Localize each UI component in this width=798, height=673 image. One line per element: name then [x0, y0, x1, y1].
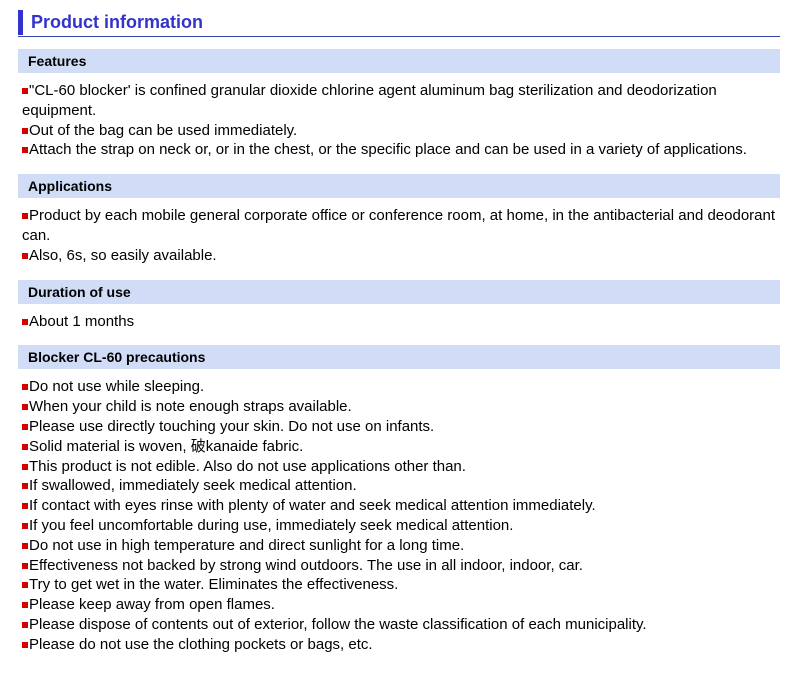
list-item: About 1 months	[22, 312, 776, 332]
bullet-icon	[22, 563, 28, 569]
bullet-icon	[22, 622, 28, 628]
list-item: Effectiveness not backed by strong wind …	[22, 556, 776, 576]
bullet-icon	[22, 444, 28, 450]
list-item-text: Effectiveness not backed by strong wind …	[29, 557, 583, 574]
bullet-icon	[22, 253, 28, 259]
page-title: Product information	[18, 10, 780, 35]
list-item: Also, 6s, so easily available.	[22, 246, 776, 266]
bullet-icon	[22, 503, 28, 509]
bullet-icon	[22, 602, 28, 608]
bullet-icon	[22, 404, 28, 410]
list-item-text: Please dispose of contents out of exteri…	[29, 616, 647, 633]
list-item-text: Also, 6s, so easily available.	[29, 247, 217, 264]
list-item: Try to get wet in the water. Eliminates …	[22, 575, 776, 595]
bullet-icon	[22, 523, 28, 529]
list-item: Out of the bag can be used immediately.	[22, 121, 776, 141]
list-item-text: If you feel uncomfortable during use, im…	[29, 517, 513, 534]
list-item: If contact with eyes rinse with plenty o…	[22, 496, 776, 516]
list-item: Do not use while sleeping.	[22, 377, 776, 397]
list-item-text: About 1 months	[29, 313, 134, 330]
list-item: Do not use in high temperature and direc…	[22, 536, 776, 556]
sections-container: Features "CL-60 blocker' is confined gran…	[18, 49, 780, 663]
list-item-text: If swallowed, immediately seek medical a…	[29, 477, 357, 494]
list-item-text: Please use directly touching your skin. …	[29, 418, 434, 435]
list-item: Solid material is woven, 破kanaide fabric…	[22, 437, 776, 457]
bullet-icon	[22, 642, 28, 648]
section-content: About 1 months	[18, 312, 780, 340]
list-item: Please do not use the clothing pockets o…	[22, 635, 776, 655]
list-item: If swallowed, immediately seek medical a…	[22, 476, 776, 496]
list-item-text: If contact with eyes rinse with plenty o…	[29, 497, 596, 514]
list-item-text: Product by each mobile general corporate…	[22, 207, 775, 244]
list-item-text: Please do not use the clothing pockets o…	[29, 636, 373, 653]
list-item-text: When your child is note enough straps av…	[29, 398, 352, 415]
list-item-text: "CL-60 blocker' is confined granular dio…	[22, 82, 717, 119]
section-header: Duration of use	[18, 280, 780, 304]
list-item: This product is not edible. Also do not …	[22, 457, 776, 477]
bullet-icon	[22, 543, 28, 549]
list-item-text: This product is not edible. Also do not …	[29, 458, 466, 475]
section-content: Do not use while sleeping. When your chil…	[18, 377, 780, 662]
bullet-icon	[22, 384, 28, 390]
list-item: Please keep away from open flames.	[22, 595, 776, 615]
list-item-text: Solid material is woven, 破kanaide fabric…	[29, 438, 303, 455]
list-item: Please use directly touching your skin. …	[22, 417, 776, 437]
section-header: Blocker CL-60 precautions	[18, 345, 780, 369]
list-item: When your child is note enough straps av…	[22, 397, 776, 417]
list-item: If you feel uncomfortable during use, im…	[22, 516, 776, 536]
section-content: "CL-60 blocker' is confined granular dio…	[18, 81, 780, 168]
section-header: Features	[18, 49, 780, 73]
bullet-icon	[22, 464, 28, 470]
bullet-icon	[22, 483, 28, 489]
bullet-icon	[22, 147, 28, 153]
section-content: Product by each mobile general corporate…	[18, 206, 780, 273]
bullet-icon	[22, 88, 28, 94]
bullet-icon	[22, 424, 28, 430]
list-item-text: Try to get wet in the water. Eliminates …	[29, 576, 398, 593]
list-item: "CL-60 blocker' is confined granular dio…	[22, 81, 776, 121]
list-item-text: Do not use while sleeping.	[29, 378, 204, 395]
list-item-text: Please keep away from open flames.	[29, 596, 275, 613]
title-underline	[18, 36, 780, 37]
list-item-text: Out of the bag can be used immediately.	[29, 122, 297, 139]
list-item: Attach the strap on neck or, or in the c…	[22, 140, 776, 160]
bullet-icon	[22, 128, 28, 134]
bullet-icon	[22, 213, 28, 219]
list-item: Product by each mobile general corporate…	[22, 206, 776, 246]
list-item: Please dispose of contents out of exteri…	[22, 615, 776, 635]
bullet-icon	[22, 582, 28, 588]
section-header: Applications	[18, 174, 780, 198]
bullet-icon	[22, 319, 28, 325]
list-item-text: Do not use in high temperature and direc…	[29, 537, 464, 554]
list-item-text: Attach the strap on neck or, or in the c…	[29, 141, 747, 158]
